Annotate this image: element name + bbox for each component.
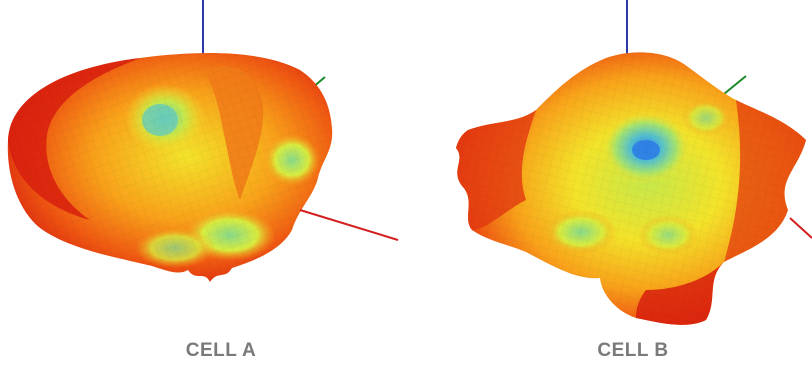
cell-b-caption: CELL B	[597, 340, 669, 361]
x-axis-line	[299, 209, 399, 241]
cell-a-surface-plot	[7, 0, 399, 282]
y-axis-line	[723, 75, 747, 95]
x-axis-line	[789, 217, 812, 239]
cell-a-panel: CELL A	[7, 0, 399, 361]
cell-a-caption: CELL A	[185, 340, 257, 361]
cell-b-panel: CELL B	[406, 0, 812, 371]
cell-b-surface-plot	[456, 0, 812, 325]
